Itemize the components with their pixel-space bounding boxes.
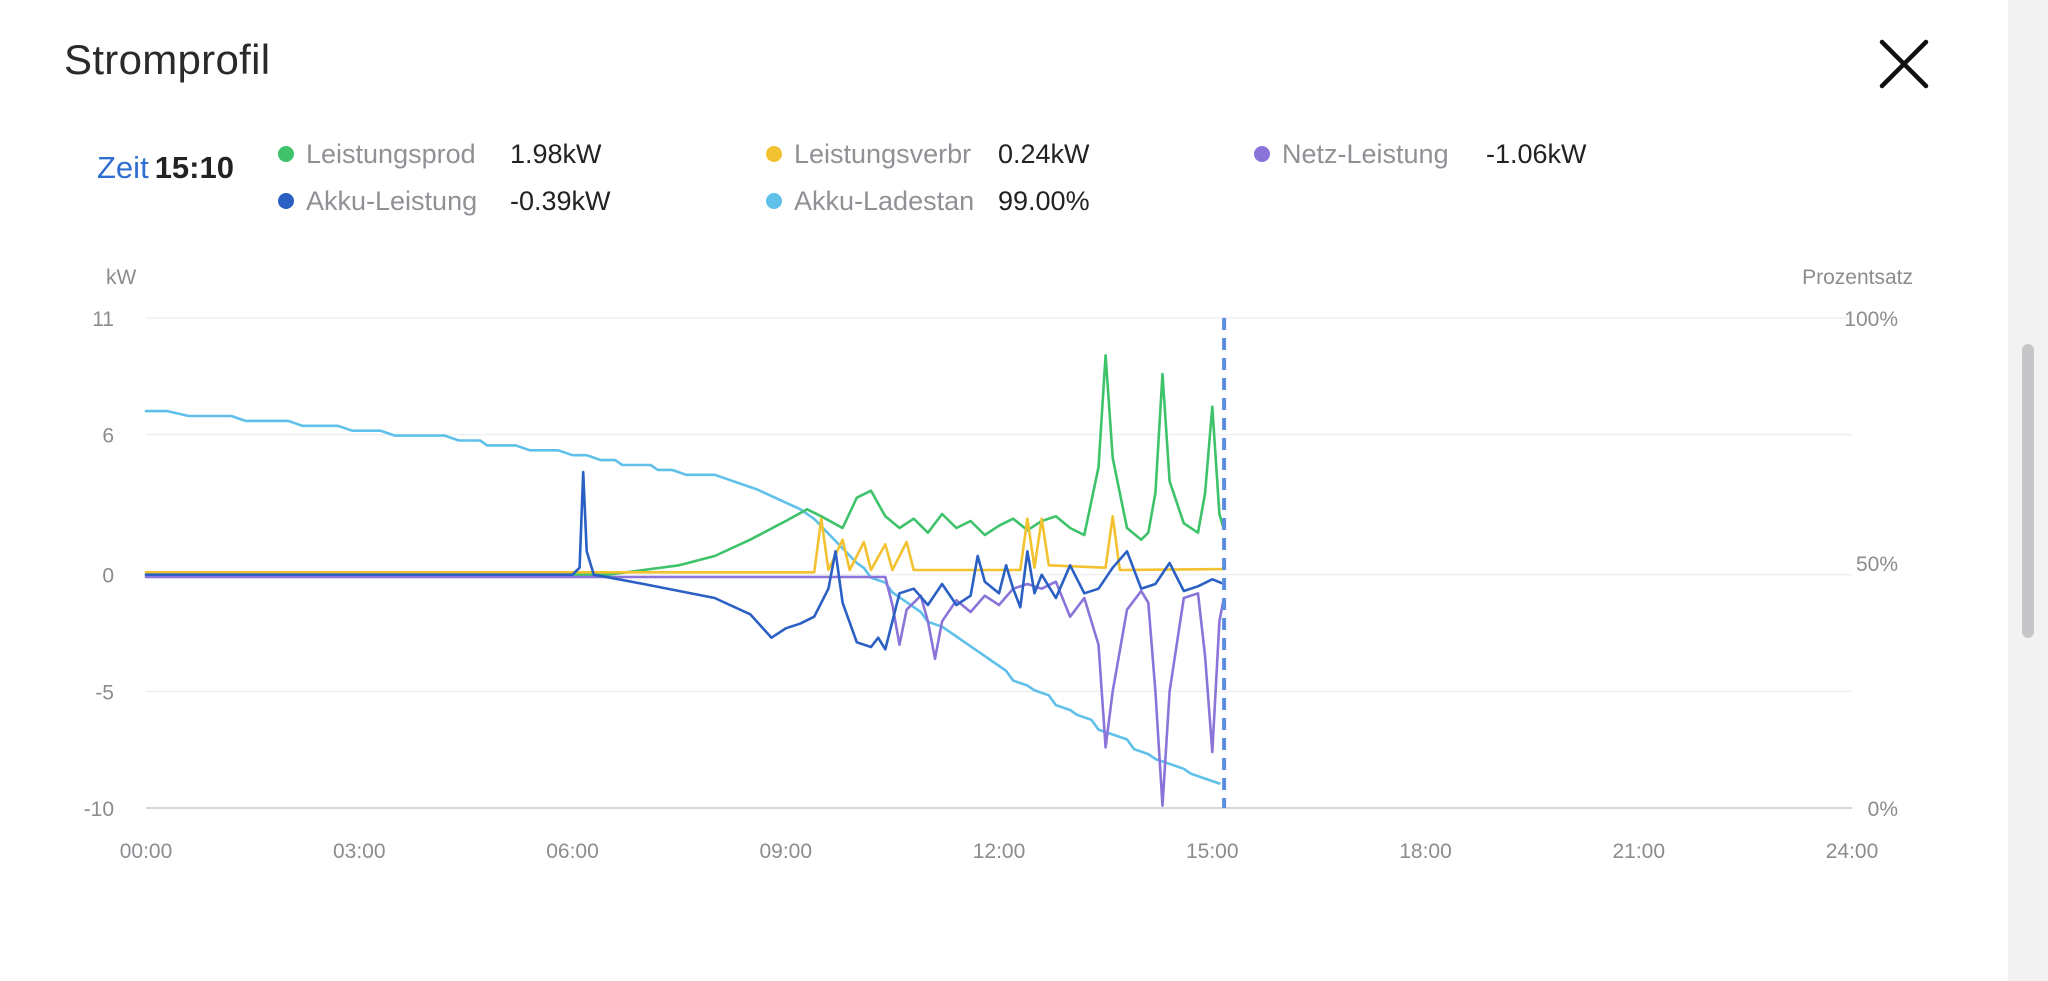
page-title: Stromprofil: [64, 36, 271, 83]
x-tick-label: 03:00: [333, 840, 386, 863]
legend-item-akku-ladestand[interactable]: Akku-Ladestan 99.00%: [766, 183, 1090, 219]
series-line-netz-leistung: [144, 575, 1225, 807]
legend-item-netz-leistung[interactable]: Netz-Leistung -1.06kW: [1254, 136, 1587, 172]
y-axis-left-label: kW: [106, 266, 137, 289]
legend-dot-icon: [278, 193, 294, 209]
y-tick-label-right: 100%: [1844, 308, 1898, 331]
power-profile-chart[interactable]: kW Prozentsatz 11 6 0 -5 -10 100% 50% 0% 00:00 03…: [0, 250, 2008, 890]
y-tick-label-right: 50%: [1856, 553, 1898, 576]
legend-item-akku-leistung[interactable]: Akku-Leistung -0.39kW: [278, 183, 611, 219]
x-tick-label: 12:00: [973, 840, 1026, 863]
scrollbar-thumb[interactable]: [2022, 344, 2034, 638]
legend-dot-icon: [278, 146, 294, 162]
legend-value: 0.24kW: [998, 138, 1090, 169]
y-tick-label-left: -10: [84, 798, 114, 821]
legend-dot-icon: [1254, 146, 1270, 162]
y-tick-label-left: -5: [95, 681, 114, 704]
legend-value: 1.98kW: [510, 138, 602, 169]
legend-dot-icon: [766, 146, 782, 162]
legend-name: Leistungsverbr: [794, 138, 972, 169]
legend-name: Akku-Ladestan: [794, 185, 975, 216]
time-readout: Zeit 15:10: [97, 150, 234, 186]
y-tick-label-left: 6: [102, 425, 114, 448]
time-label: Zeit: [97, 150, 149, 185]
x-tick-label: 21:00: [1612, 840, 1665, 863]
legend-dot-icon: [766, 193, 782, 209]
y-tick-label-left: 0: [102, 565, 114, 588]
legend-value: -1.06kW: [1486, 138, 1587, 169]
legend-item-leistungsverbr[interactable]: Leistungsverbr 0.24kW: [766, 136, 1090, 172]
legend-name: Leistungsprod: [306, 138, 476, 169]
legend-name: Akku-Leistung: [306, 185, 478, 216]
series-line-akku-leistung: [144, 470, 1225, 651]
legend-name: Netz-Leistung: [1282, 138, 1449, 169]
y-tick-label-right: 0%: [1868, 798, 1898, 821]
x-tick-label: 06:00: [546, 840, 599, 863]
x-tick-label: 24:00: [1826, 840, 1879, 863]
time-value: 15:10: [154, 150, 234, 185]
legend-value: 99.00%: [998, 185, 1090, 216]
series-line-leistungsprod: [144, 354, 1225, 576]
chart-svg: kW Prozentsatz 11 6 0 -5 -10 100% 50% 0% 00:00 03…: [84, 266, 1913, 863]
close-button[interactable]: [1876, 36, 1932, 92]
x-tick-label: 18:00: [1399, 840, 1452, 863]
x-tick-label: 09:00: [759, 840, 812, 863]
y-tick-label-left: 11: [92, 308, 114, 331]
x-tick-label: 00:00: [120, 840, 173, 863]
legend-item-leistungsprod[interactable]: Leistungsprod 1.98kW: [278, 136, 602, 172]
y-axis-right-label: Prozentsatz: [1802, 266, 1913, 289]
x-tick-label: 15:00: [1186, 840, 1239, 863]
series-line-akku-ladestan: [144, 409, 1221, 785]
close-icon: [1879, 39, 1929, 89]
legend-value: -0.39kW: [510, 185, 611, 216]
